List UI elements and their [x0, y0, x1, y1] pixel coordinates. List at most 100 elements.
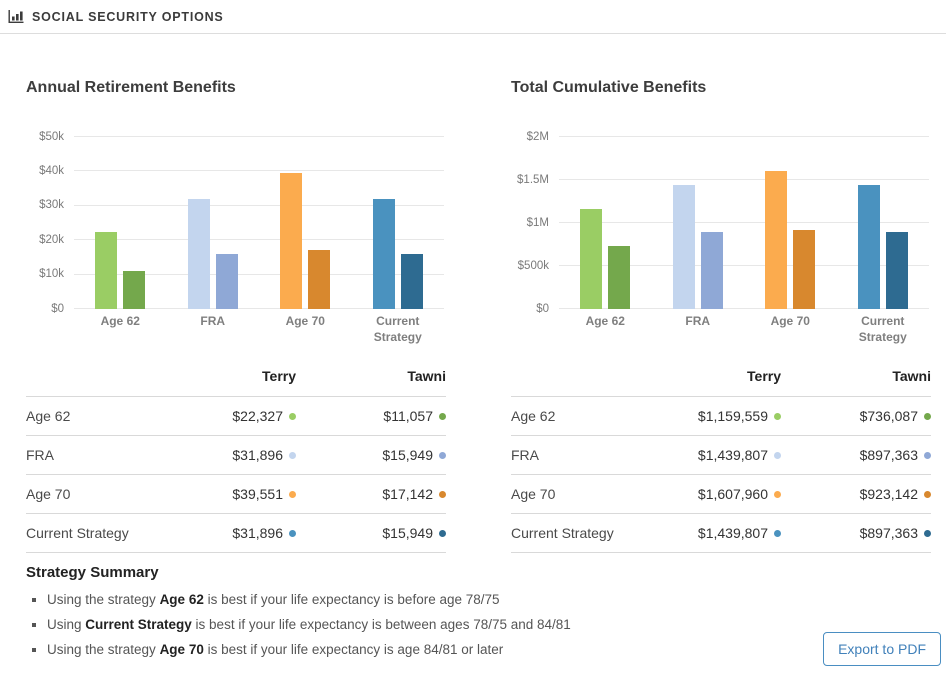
gridline: $1M	[527, 217, 929, 229]
table-row: FRA $1,439,807 $897,363	[511, 435, 931, 476]
terry-value-cell: $1,439,807	[631, 513, 781, 554]
y-axis-tick-label: $10k	[39, 268, 64, 281]
tawni-bar	[308, 250, 331, 309]
tawni-value-cell: $11,057	[296, 396, 446, 437]
export-to-pdf-button[interactable]: Export to PDF	[823, 632, 941, 666]
x-axis-category-label: Age 62	[585, 314, 625, 328]
annual-chart-title: Annual Retirement Benefits	[26, 79, 236, 96]
bar-group	[74, 137, 167, 309]
table-header-row: Terry Tawni	[26, 359, 446, 398]
x-axis-category-label: Current Strategy	[858, 314, 907, 344]
gridline: $20k	[39, 234, 444, 246]
terry-value-cell: $1,439,807	[631, 435, 781, 476]
terry-bar	[857, 185, 880, 309]
gridline: $50k	[39, 131, 444, 143]
terry-value-cell: $1,159,559	[631, 396, 781, 437]
bar-group	[559, 137, 652, 309]
terry-series-dot	[289, 412, 296, 420]
terry-value-cell: $1,607,960	[631, 474, 781, 515]
gridline: $30k	[39, 199, 444, 211]
x-axis-category-label: Age 70	[770, 314, 810, 328]
y-axis-tick-label: $20k	[39, 233, 64, 246]
tawni-value-cell: $897,363	[781, 435, 931, 476]
x-axis-category-label: Age 62	[100, 314, 140, 328]
tawni-bar	[400, 254, 423, 309]
table-header-row: Terry Tawni	[511, 359, 931, 398]
tawni-bar	[215, 254, 238, 309]
summary-bullet: Using the strategy Age 62 is best if you…	[47, 590, 931, 611]
y-axis-tick-label: $0	[536, 302, 549, 315]
page-header: SOCIAL SECURITY OPTIONS	[0, 0, 946, 34]
row-label: FRA	[511, 435, 631, 476]
x-axis-category-label: FRA	[685, 314, 711, 328]
terry-bar	[95, 232, 118, 309]
y-axis-tick-label: $40k	[39, 164, 64, 177]
cumulative-benefits-chart: $0 $500k $1M $1.5M $2M Age 62 FRA Age 70 Curren…	[511, 131, 931, 345]
tawni-value-cell: $897,363	[781, 513, 931, 554]
tawni-series-dot	[924, 451, 931, 459]
row-label: Age 62	[26, 396, 146, 437]
cumulative-chart-plot: $0 $500k $1M $1.5M $2M	[517, 131, 929, 315]
table-row: FRA $31,896 $15,949	[26, 435, 446, 476]
table-row: Age 62 $22,327 $11,057	[26, 396, 446, 437]
tawni-value-cell: $15,949	[296, 513, 446, 554]
tawni-series-dot	[439, 529, 446, 537]
terry-series-dot	[774, 451, 781, 459]
tawni-value-cell: $15,949	[296, 435, 446, 476]
gridline: $2M	[527, 131, 929, 143]
x-axis-category-label: FRA	[200, 314, 226, 328]
tawni-bar	[608, 245, 631, 309]
annual-benefits-table: Terry Tawni Age 62 $22,327 $11,057 FRA $…	[26, 359, 446, 554]
terry-bar	[372, 199, 395, 309]
y-axis-tick-label: $1.5M	[517, 173, 549, 186]
tawni-series-dot	[924, 490, 931, 498]
bars-layer	[559, 137, 929, 309]
table-row: Age 62 $1,159,559 $736,087	[511, 396, 931, 437]
terry-bar	[187, 199, 210, 309]
tawni-bar	[123, 270, 146, 309]
terry-series-dot	[774, 529, 781, 537]
x-axis-category-label: Current Strategy	[373, 314, 422, 344]
bar-chart-icon	[8, 9, 25, 24]
bar-group	[259, 137, 352, 309]
table-row: Current Strategy $1,439,807 $897,363	[511, 513, 931, 554]
strategy-summary-section: Strategy Summary Using the strategy Age …	[0, 553, 946, 661]
tawni-column-header: Tawni	[781, 359, 931, 398]
empty-header-cell	[511, 359, 631, 398]
gridline: $1.5M	[517, 174, 929, 186]
y-axis-tick-label: $1M	[526, 216, 549, 229]
terry-bar	[580, 209, 603, 309]
cumulative-benefits-column: Total Cumulative Benefits $0 $500k $1M $1.5…	[511, 34, 931, 554]
bar-group	[167, 137, 260, 309]
y-axis-tick-label: $50k	[39, 130, 64, 143]
row-label: Age 62	[511, 396, 631, 437]
tawni-series-dot	[439, 412, 446, 420]
annual-chart-plot: $0 $10k $20k $30k $40k $50k	[39, 131, 445, 315]
cumulative-benefits-table: Terry Tawni Age 62 $1,159,559 $736,087 F…	[511, 359, 931, 554]
strategy-summary-title: Strategy Summary	[26, 564, 159, 582]
charts-row: Annual Retirement Benefits $0 $10k $20k $30…	[0, 34, 946, 554]
tawni-value-cell: $17,142	[296, 474, 446, 515]
terry-column-header: Terry	[631, 359, 781, 398]
row-label: Current Strategy	[26, 513, 146, 554]
tawni-bar	[793, 229, 816, 309]
summary-bullet: Using the strategy Age 70 is best if you…	[47, 640, 931, 661]
row-label: Age 70	[511, 474, 631, 515]
y-axis-tick-label: $500k	[517, 259, 549, 272]
terry-value-cell: $31,896	[146, 513, 296, 554]
gridline: $10k	[39, 268, 444, 280]
annual-benefits-column: Annual Retirement Benefits $0 $10k $20k $30…	[26, 34, 446, 554]
table-row: Age 70 $39,551 $17,142	[26, 474, 446, 515]
annual-benefits-chart: $0 $10k $20k $30k $40k $50k Age 62 FRA Age 70 Cu…	[26, 131, 446, 345]
tawni-value-cell: $923,142	[781, 474, 931, 515]
y-axis-tick-label: $0	[51, 302, 64, 315]
bar-group	[744, 137, 837, 309]
bar-group	[652, 137, 745, 309]
bar-group	[352, 137, 445, 309]
x-axis-category-label: Age 70	[285, 314, 325, 328]
terry-series-dot	[289, 529, 296, 537]
tawni-bar	[885, 231, 908, 309]
table-row: Current Strategy $31,896 $15,949	[26, 513, 446, 554]
annual-chart-x-axis: Age 62 FRA Age 70 Current Strategy	[74, 314, 444, 345]
